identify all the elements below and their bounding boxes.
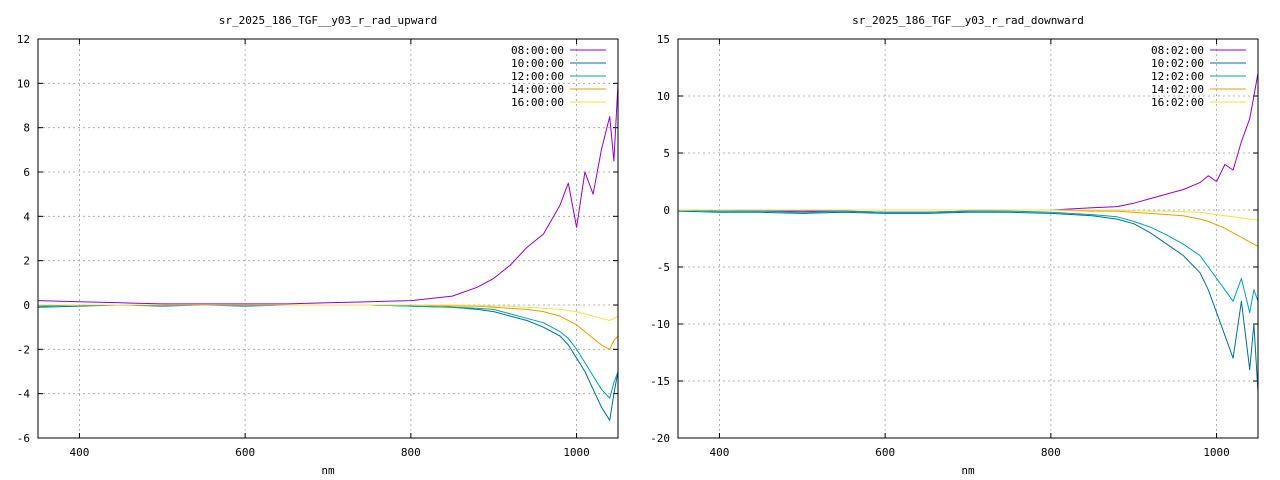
y-tick-label: -5 (657, 261, 670, 274)
x-tick-label: 800 (401, 446, 421, 459)
legend-label: 14:02:00 (1151, 83, 1204, 96)
y-tick-label: 15 (657, 33, 670, 46)
series-line-14-02-00 (678, 209, 1258, 247)
series-line-10-02-00 (678, 210, 1258, 393)
plot-frame (37, 38, 619, 439)
y-tick-label: -4 (17, 388, 31, 401)
y-tick-label: -15 (650, 375, 670, 388)
chart-title: sr_2025_186_TGF__y03_r_rad_downward (852, 14, 1084, 27)
x-tick-label: 600 (875, 446, 895, 459)
legend-label: 08:00:00 (511, 44, 564, 57)
y-tick-label: 10 (17, 77, 30, 90)
downward-radiance-chart: sr_2025_186_TGF__y03_r_rad_downward nm -… (650, 14, 1259, 477)
legend-label: 14:00:00 (511, 83, 564, 96)
series-line-08-00-00 (38, 83, 618, 305)
y-tick-label: -20 (650, 432, 670, 445)
chart-title: sr_2025_186_TGF__y03_r_rad_upward (219, 14, 438, 27)
series-line-12-02-00 (678, 209, 1258, 314)
x-tick-label: 800 (1041, 446, 1061, 459)
x-axis-label: nm (321, 464, 335, 477)
legend-label: 10:02:00 (1151, 57, 1204, 70)
x-tick-label: 400 (709, 446, 729, 459)
y-tick-label: -10 (650, 318, 670, 331)
legend-label: 16:02:00 (1151, 96, 1204, 109)
x-tick-label: 1000 (563, 446, 590, 459)
legend-label: 08:02:00 (1151, 44, 1204, 57)
y-tick-label: 4 (23, 210, 30, 223)
series-line-16-00-00 (38, 304, 618, 321)
series-line-14-00-00 (38, 304, 618, 350)
upward-radiance-chart: sr_2025_186_TGF__y03_r_rad_upward nm -6 -… (17, 14, 619, 477)
legend-label: 10:00:00 (511, 57, 564, 70)
y-tick-label: 0 (663, 204, 670, 217)
y-tick-label: 12 (17, 33, 30, 46)
series-line-10-00-00 (38, 304, 618, 421)
series-line-12-00-00 (38, 304, 618, 399)
legend-label: 12:00:00 (511, 70, 564, 83)
y-tick-label: 0 (23, 299, 30, 312)
x-tick-label: 1000 (1203, 446, 1230, 459)
y-tick-label: -2 (17, 343, 30, 356)
y-tick-label: 5 (663, 147, 670, 160)
x-tick-label: 400 (69, 446, 89, 459)
x-axis-label: nm (961, 464, 975, 477)
y-tick-label: -6 (17, 432, 30, 445)
y-tick-label: 8 (23, 122, 30, 135)
legend-label: 12:02:00 (1151, 70, 1204, 83)
plot-frame (677, 38, 1259, 439)
y-tick-label: 2 (23, 255, 30, 268)
series-line-16-02-00 (678, 209, 1258, 221)
y-tick-label: 6 (23, 166, 30, 179)
x-tick-label: 600 (235, 446, 255, 459)
legend-label: 16:00:00 (511, 96, 564, 109)
y-tick-label: 10 (657, 90, 670, 103)
